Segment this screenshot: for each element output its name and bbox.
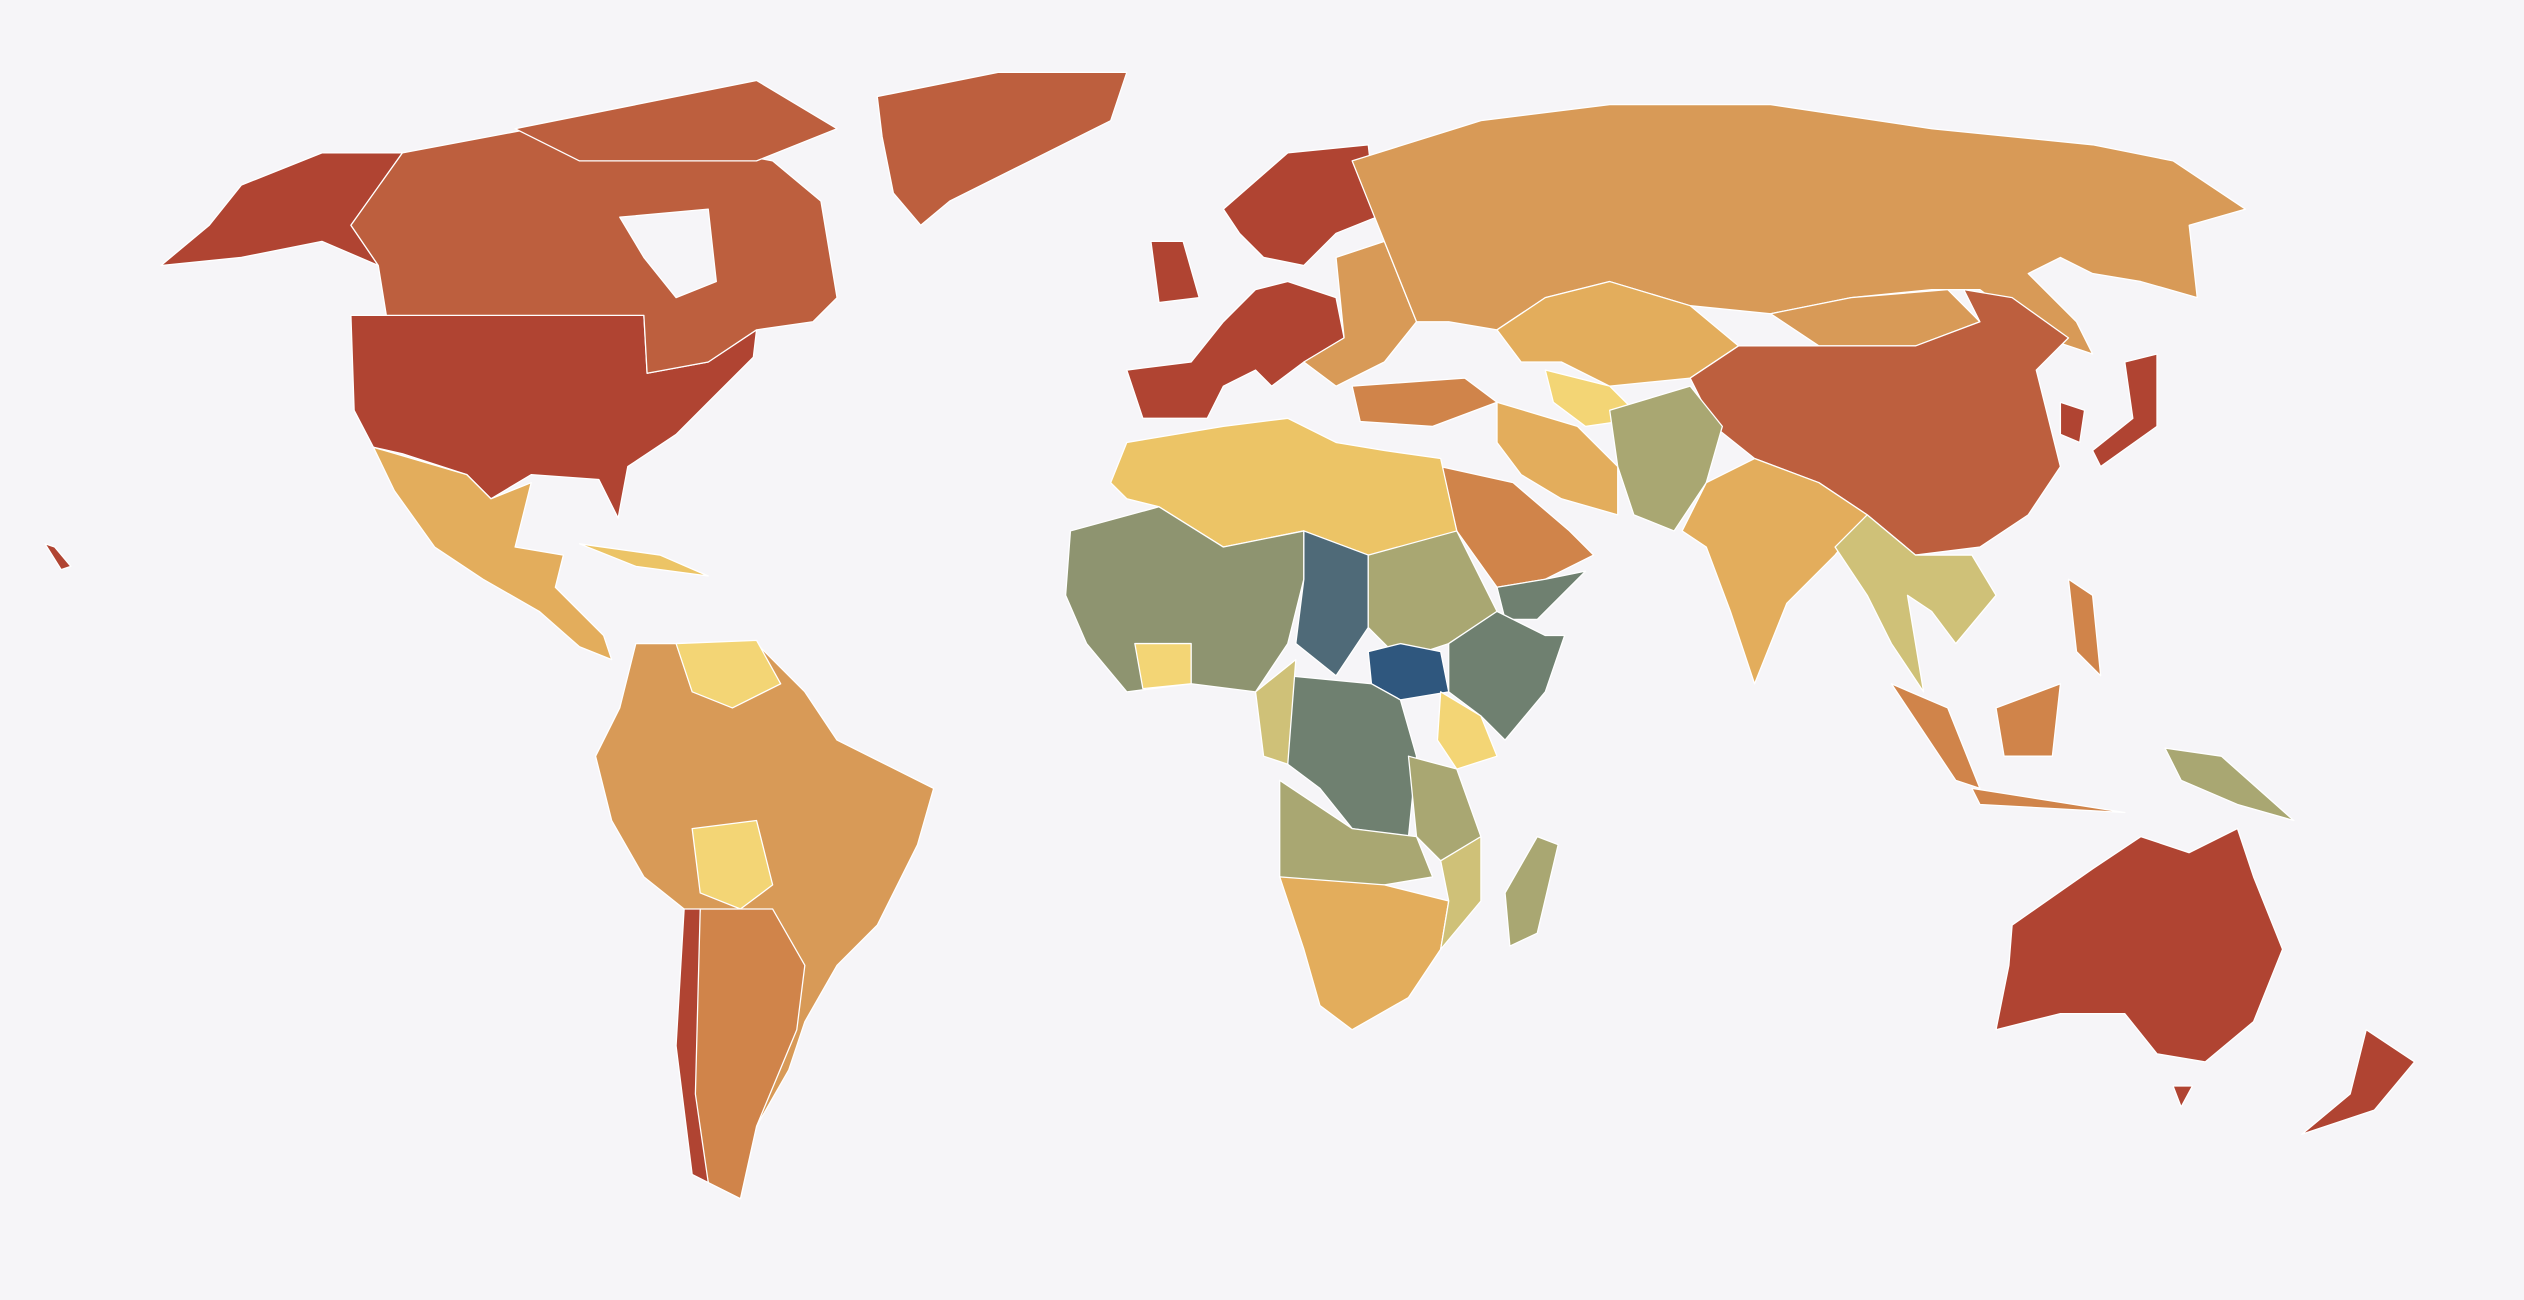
japan [2091, 353, 2158, 468]
greenland [876, 71, 1128, 226]
hawaii [44, 543, 72, 571]
tasmania [2172, 1085, 2194, 1108]
new-zealand [2301, 1029, 2416, 1135]
turkey [1351, 377, 1498, 428]
india [1681, 457, 1868, 685]
west-africa [1064, 506, 1305, 693]
sumatra [1890, 683, 1981, 790]
kenya [1436, 691, 1498, 770]
southern-africa [1279, 876, 1450, 1031]
mozambique [1440, 835, 1482, 950]
australia [1995, 827, 2284, 1063]
afghanistan-pakistan [1609, 385, 1724, 532]
scandinavia [1222, 144, 1377, 267]
venezuela [675, 639, 782, 709]
philippines [2067, 578, 2102, 677]
mexico [372, 446, 613, 661]
iran [1496, 401, 1619, 516]
bolivia [691, 819, 774, 910]
cuba [578, 543, 709, 577]
ivory-coast [1134, 642, 1192, 690]
horn-of-africa [1448, 610, 1566, 741]
java [1971, 787, 2126, 814]
southeast-asia [1834, 514, 1997, 693]
arctic-islands [514, 79, 838, 162]
new-guinea [2164, 747, 2295, 822]
gabon [1254, 659, 1297, 765]
arabia [1440, 465, 1595, 588]
borneo [1995, 683, 2062, 757]
britain [1150, 240, 1200, 304]
korea [2059, 401, 2086, 444]
madagascar [1504, 835, 1559, 947]
chile [675, 908, 709, 1184]
